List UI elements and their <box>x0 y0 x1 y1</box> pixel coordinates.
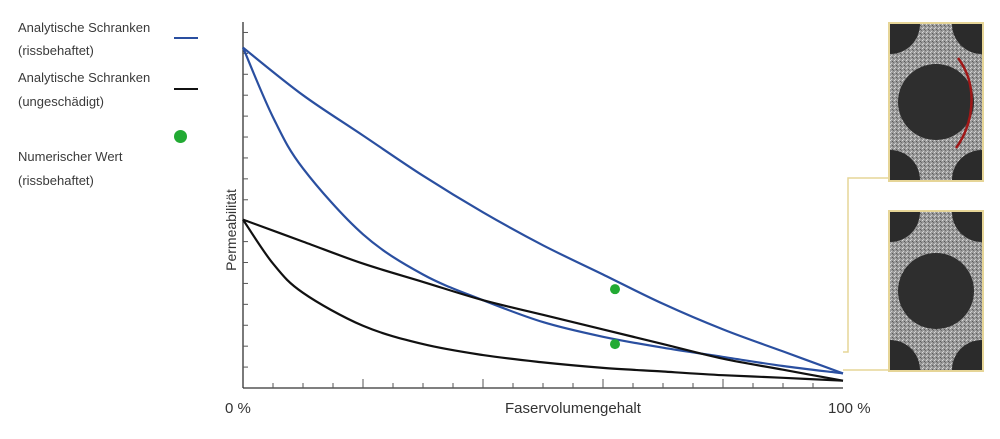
data-points <box>610 284 620 350</box>
legend-label-cracked-line2: (rissbehaftet) <box>18 43 94 58</box>
x-axis-label: Faservolumengehalt <box>505 400 641 417</box>
image-connectors <box>843 177 888 371</box>
legend-label-undamaged-line1: Analytische Schranken <box>18 70 151 85</box>
legend-swatch-blue <box>174 37 198 39</box>
axes <box>242 22 843 389</box>
legend-swatch-green-dot <box>174 130 187 143</box>
legend-label-numeric-line2: (rissbehaftet) <box>18 173 94 188</box>
numeric-point-1 <box>610 339 620 350</box>
legend-label-numeric-line1: Numerischer Wert <box>18 149 123 164</box>
curves <box>241 46 844 382</box>
microstructure-undamaged-image <box>888 210 984 372</box>
y-axis-label: Permeabilität <box>222 189 239 271</box>
series-line-2 <box>242 218 844 382</box>
numeric-point-0 <box>610 284 620 295</box>
crack-path <box>954 57 973 149</box>
x-tick-label-0: 0 % <box>225 400 251 417</box>
series-line-1 <box>241 47 844 375</box>
microstructure-cracked-graphic <box>890 24 982 180</box>
x-tick-label-100: 100 % <box>828 400 871 417</box>
microstructure-cracked-image <box>888 22 984 182</box>
microstructure-undamaged-graphic <box>890 212 982 370</box>
legend-label-undamaged-line2: (ungeschädigt) <box>18 94 104 109</box>
series-line-3 <box>242 218 844 382</box>
series-line-0 <box>242 46 844 375</box>
legend-swatch-black <box>174 88 198 90</box>
legend-label-cracked-line1: Analytische Schranken <box>18 20 151 35</box>
connector-top <box>843 177 888 353</box>
